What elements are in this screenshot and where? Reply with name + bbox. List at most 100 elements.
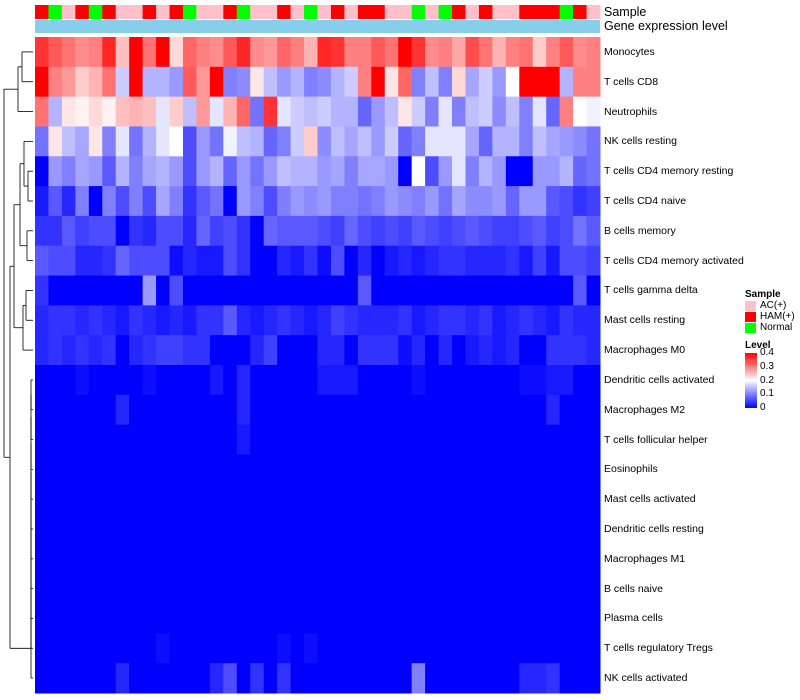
heatmap-cell (102, 424, 117, 455)
heatmap-cell (182, 126, 197, 157)
heatmap-cell (425, 156, 440, 187)
heatmap-cell (505, 66, 520, 98)
heatmap-cell (156, 424, 171, 455)
heatmap-cell (209, 156, 224, 187)
heatmap-cell (452, 335, 466, 366)
heatmap-cell (290, 484, 305, 515)
heatmap-cell (304, 394, 318, 426)
heatmap-cell (546, 543, 561, 575)
heatmap-cell (156, 394, 171, 426)
heatmap-cell (532, 335, 547, 366)
heatmap-cell (532, 305, 547, 336)
level-legend: Level (745, 340, 771, 351)
heatmap-cell (317, 573, 332, 605)
heatmap-cell (182, 394, 197, 426)
row-label: Mast cells resting (604, 314, 686, 327)
heatmap-cell (519, 186, 534, 217)
heatmap-cell (546, 96, 561, 127)
heatmap-cell (209, 484, 224, 515)
heatmap-cell (129, 215, 144, 247)
heatmap-cell (586, 424, 601, 455)
heatmap-cell (357, 663, 372, 694)
heatmap-cell (371, 394, 386, 426)
heatmap-cell (61, 96, 76, 127)
heatmap-cell (532, 454, 547, 485)
heatmap-cell (277, 66, 292, 98)
heatmap-cell (196, 335, 211, 366)
legend-item-ac: AC(+) (745, 300, 795, 311)
heatmap-cell (519, 454, 534, 485)
heatmap-cell (196, 633, 211, 664)
heatmap-cell (102, 484, 117, 515)
heatmap-cell (519, 305, 534, 336)
heatmap-cell (330, 663, 345, 694)
heatmap-cell (384, 454, 399, 485)
level-tick-label: 0.2 (760, 374, 774, 386)
heatmap-cell (465, 66, 480, 98)
heatmap-cell (102, 335, 117, 366)
heatmap-cell (277, 215, 292, 247)
heatmap-cell (478, 394, 493, 426)
heatmap-cell (48, 573, 63, 605)
heatmap-cell (35, 365, 49, 396)
heatmap-cell (209, 335, 224, 366)
heatmap-cell (304, 663, 318, 694)
heatmap-cell (452, 514, 466, 545)
heatmap-cell (478, 633, 493, 664)
heatmap-cell (425, 275, 440, 306)
heatmap-cell (371, 126, 386, 157)
heatmap-cell (532, 543, 547, 575)
heatmap-cell (35, 156, 49, 187)
heatmap-cell (102, 66, 117, 98)
sample-annotation-cell (169, 5, 184, 19)
heatmap-cell (465, 603, 480, 634)
heatmap-cell (317, 215, 332, 247)
heatmap-cells (35, 37, 601, 694)
heatmap-cell (519, 66, 534, 98)
heatmap-cell (411, 633, 426, 664)
heatmap-cell (465, 394, 480, 426)
heatmap-cell (505, 543, 520, 575)
heatmap-cell (48, 335, 63, 366)
heatmap-cell (505, 305, 520, 336)
heatmap-cell (115, 424, 130, 455)
heatmap-cell (573, 365, 588, 396)
heatmap-cell (546, 394, 561, 426)
heatmap-cell (102, 663, 117, 694)
heatmap-cell (115, 156, 130, 187)
heatmap-cell (586, 186, 601, 217)
heatmap-cell (452, 365, 466, 396)
heatmap-cell (438, 96, 453, 127)
heatmap-cell (357, 156, 372, 187)
heatmap-cell (263, 484, 278, 515)
heatmap-cell (88, 245, 103, 277)
heatmap-cell (546, 335, 561, 366)
heatmap-cell (384, 663, 399, 694)
heatmap-cell (519, 365, 534, 396)
heatmap-cell (438, 663, 453, 694)
heatmap-cell (156, 633, 171, 664)
heatmap-cell (88, 484, 103, 515)
heatmap-cell (263, 633, 278, 664)
heatmap-cell (452, 484, 466, 515)
heatmap-cell (169, 543, 184, 575)
sample-annotation-cell (35, 5, 49, 19)
heatmap-cell (371, 573, 386, 605)
heatmap-cell (465, 96, 480, 127)
heatmap-cell (209, 66, 224, 98)
heatmap-cell (250, 663, 265, 694)
heatmap-cell (182, 603, 197, 634)
heatmap-cell (398, 663, 413, 694)
heatmap-cell (236, 126, 251, 157)
heatmap-cell (344, 424, 359, 455)
heatmap-cell (250, 37, 265, 68)
heatmap-cell (546, 633, 561, 664)
heatmap-cell (156, 543, 171, 575)
heatmap-cell (209, 365, 224, 396)
heatmap-cell (532, 245, 547, 277)
heatmap-cell (330, 484, 345, 515)
heatmap-cell (384, 126, 399, 157)
heatmap-cell (48, 66, 63, 98)
heatmap-cell (209, 603, 224, 634)
heatmap-cell (48, 394, 63, 426)
